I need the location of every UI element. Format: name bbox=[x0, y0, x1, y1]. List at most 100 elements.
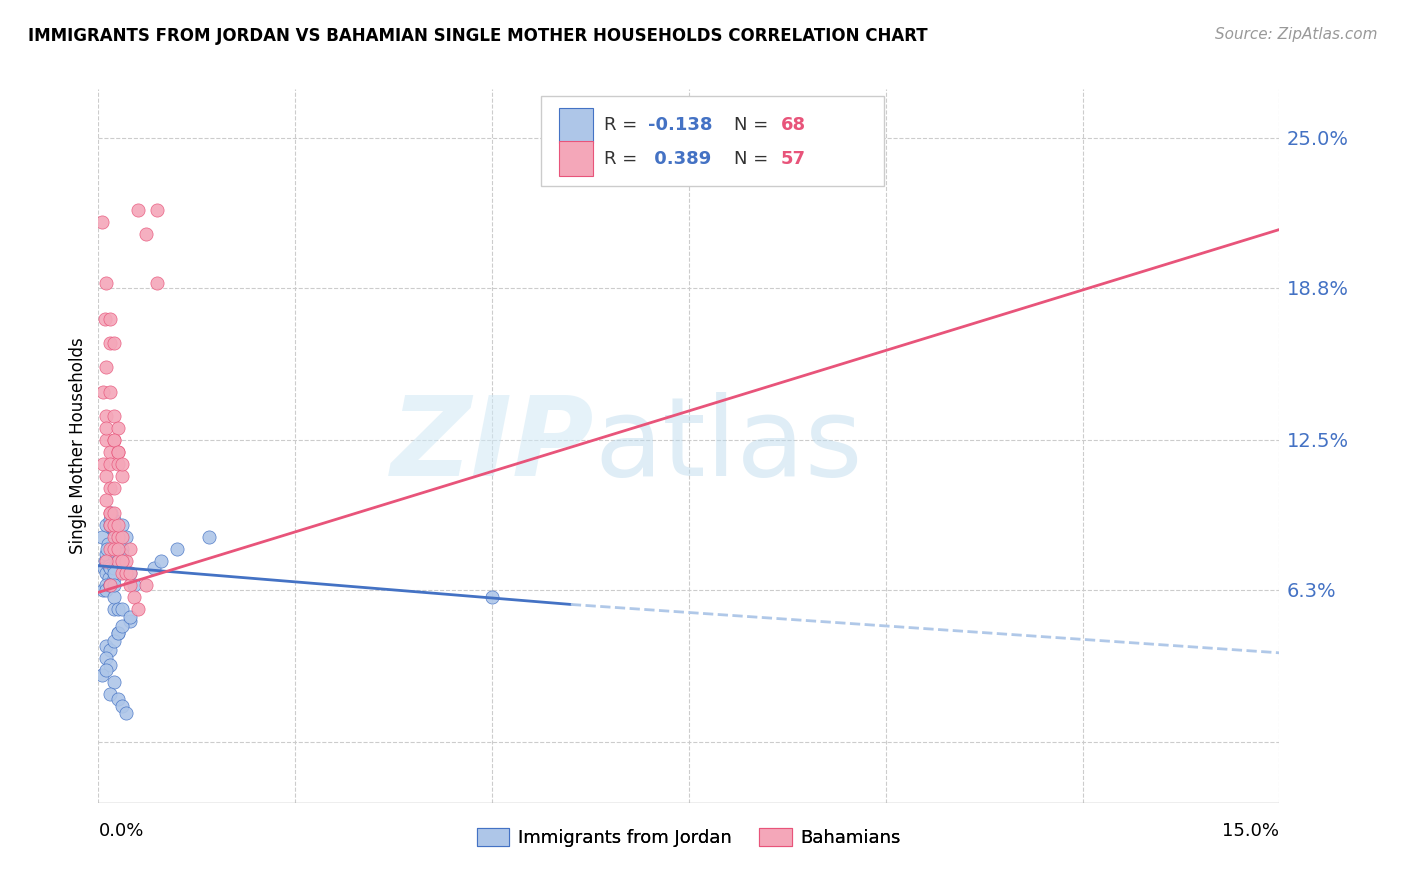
Point bbox=[98, 578, 121, 592]
Point bbox=[111, 554, 134, 568]
Y-axis label: Single Mother Households: Single Mother Households bbox=[69, 338, 87, 554]
Point bbox=[107, 691, 129, 706]
Point bbox=[107, 530, 129, 544]
Point bbox=[135, 227, 157, 242]
FancyBboxPatch shape bbox=[541, 96, 884, 186]
Point bbox=[98, 687, 121, 701]
Point bbox=[111, 547, 134, 561]
Point bbox=[98, 312, 121, 326]
Point bbox=[91, 530, 114, 544]
Point bbox=[103, 433, 125, 447]
Point bbox=[107, 530, 129, 544]
Point bbox=[96, 421, 118, 435]
Point bbox=[107, 445, 129, 459]
Point bbox=[96, 469, 118, 483]
Point bbox=[107, 626, 129, 640]
Point bbox=[118, 609, 141, 624]
Point bbox=[103, 523, 125, 537]
Point bbox=[107, 554, 129, 568]
Point bbox=[111, 457, 134, 471]
Point bbox=[111, 619, 134, 633]
Point bbox=[91, 215, 114, 229]
Point bbox=[146, 203, 169, 218]
Point bbox=[96, 578, 118, 592]
Point bbox=[118, 615, 141, 629]
Point bbox=[107, 421, 129, 435]
Point bbox=[118, 578, 141, 592]
Point bbox=[96, 554, 118, 568]
Text: 0.0%: 0.0% bbox=[98, 822, 143, 840]
Point bbox=[111, 699, 134, 714]
Text: N =: N = bbox=[734, 150, 773, 168]
Point bbox=[97, 537, 120, 551]
Text: atlas: atlas bbox=[595, 392, 863, 500]
Point bbox=[96, 360, 118, 375]
Point bbox=[98, 445, 121, 459]
Point bbox=[107, 537, 129, 551]
Point bbox=[103, 566, 125, 580]
Point bbox=[94, 566, 117, 580]
Point bbox=[115, 566, 138, 580]
Point bbox=[98, 457, 121, 471]
Point bbox=[91, 384, 114, 399]
Point bbox=[98, 517, 121, 532]
Point bbox=[96, 650, 118, 665]
Point bbox=[96, 639, 118, 653]
Point bbox=[103, 602, 125, 616]
Point bbox=[111, 469, 134, 483]
Point bbox=[98, 517, 121, 532]
Point bbox=[107, 517, 129, 532]
Point bbox=[107, 445, 129, 459]
Point bbox=[98, 481, 121, 495]
Point bbox=[98, 384, 121, 399]
Point bbox=[118, 566, 141, 580]
Point bbox=[115, 554, 138, 568]
Point bbox=[111, 530, 134, 544]
Point bbox=[103, 566, 125, 580]
Point bbox=[93, 554, 115, 568]
Point bbox=[103, 433, 125, 447]
Point bbox=[96, 493, 118, 508]
FancyBboxPatch shape bbox=[560, 108, 593, 143]
Point bbox=[98, 561, 121, 575]
Point bbox=[166, 541, 188, 556]
Point bbox=[146, 276, 169, 290]
Point bbox=[98, 506, 121, 520]
Point bbox=[91, 582, 114, 597]
Point bbox=[127, 203, 149, 218]
Point bbox=[96, 541, 118, 556]
Point bbox=[118, 566, 141, 580]
Text: R =: R = bbox=[605, 116, 643, 134]
Point bbox=[103, 513, 125, 527]
Text: Source: ZipAtlas.com: Source: ZipAtlas.com bbox=[1215, 27, 1378, 42]
Point bbox=[103, 541, 125, 556]
Point bbox=[98, 541, 121, 556]
Point bbox=[96, 433, 118, 447]
Point bbox=[103, 554, 125, 568]
Text: N =: N = bbox=[734, 116, 773, 134]
Point bbox=[111, 566, 134, 580]
Point bbox=[96, 409, 118, 423]
Point bbox=[97, 571, 120, 585]
Point bbox=[103, 590, 125, 604]
Legend: Immigrants from Jordan, Bahamians: Immigrants from Jordan, Bahamians bbox=[470, 821, 908, 855]
Point bbox=[103, 506, 125, 520]
Point bbox=[103, 481, 125, 495]
Point bbox=[96, 276, 118, 290]
Point bbox=[103, 517, 125, 532]
Point bbox=[101, 523, 124, 537]
FancyBboxPatch shape bbox=[560, 141, 593, 177]
Point bbox=[107, 554, 129, 568]
Point bbox=[103, 530, 125, 544]
Point bbox=[98, 558, 121, 573]
Point bbox=[103, 578, 125, 592]
Point bbox=[103, 409, 125, 423]
Text: 0.389: 0.389 bbox=[648, 150, 711, 168]
Point bbox=[98, 578, 121, 592]
Point bbox=[91, 457, 114, 471]
Text: 68: 68 bbox=[782, 116, 806, 134]
Point bbox=[118, 541, 141, 556]
Point bbox=[103, 336, 125, 351]
Text: 57: 57 bbox=[782, 150, 806, 168]
Point bbox=[98, 513, 121, 527]
